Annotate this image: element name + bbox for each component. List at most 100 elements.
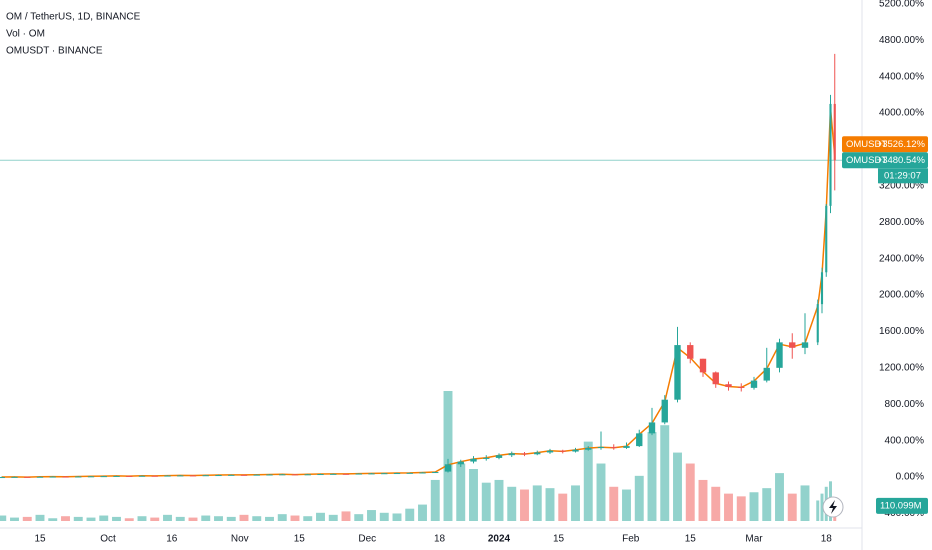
volume-bar xyxy=(749,492,759,521)
volume-bar xyxy=(137,516,147,521)
y-tick-label: 4400.00% xyxy=(879,71,924,82)
candle-body xyxy=(381,473,388,475)
volume-bar xyxy=(609,486,619,521)
volume-label-bg xyxy=(876,497,928,514)
candle-body xyxy=(829,103,832,206)
candle-body xyxy=(11,476,18,478)
y-tick-label: 2000.00% xyxy=(879,290,924,301)
volume-bar xyxy=(724,493,733,521)
y-tick-label: 4000.00% xyxy=(879,108,924,119)
volume-bar xyxy=(22,516,32,521)
x-tick-label: Dec xyxy=(358,534,376,545)
candle-body xyxy=(36,476,44,478)
last-label-bg xyxy=(842,152,928,169)
volume-bar xyxy=(73,516,83,521)
candle-body xyxy=(228,474,235,476)
volume-bar xyxy=(775,473,784,521)
volume-bar xyxy=(647,432,657,521)
candle-body xyxy=(177,475,184,477)
volume-bar xyxy=(736,496,746,521)
y-tick-label: 0.00% xyxy=(896,472,924,483)
x-tick-label: Oct xyxy=(100,534,116,545)
volume-bar xyxy=(816,500,820,521)
legend-compare: OMUSDT · BINANCE xyxy=(6,46,103,57)
flash-icon[interactable] xyxy=(822,496,844,518)
volume-bar xyxy=(443,391,453,521)
candle-body xyxy=(240,474,248,476)
last-label-name: OMUSDT xyxy=(846,155,887,166)
candle-body xyxy=(113,475,120,477)
candle-body xyxy=(546,450,554,453)
candle-body xyxy=(623,446,630,448)
volume-bar xyxy=(124,518,134,521)
candle-body xyxy=(24,476,31,478)
volume-bar xyxy=(571,485,580,521)
candle-body xyxy=(585,447,592,450)
x-tick-label: Nov xyxy=(231,534,249,545)
x-tick-label: 15 xyxy=(34,534,46,545)
candle-body xyxy=(164,475,171,477)
candle-body xyxy=(342,473,350,475)
candle-body xyxy=(215,475,222,477)
volume-bar xyxy=(469,469,478,521)
y-tick-label: 1200.00% xyxy=(879,362,924,373)
candle-body xyxy=(534,452,541,455)
candle-body xyxy=(559,450,566,452)
volume-bar xyxy=(481,482,491,521)
x-tick-label: 15 xyxy=(553,534,565,545)
y-tick-label: 800.00% xyxy=(885,399,925,410)
candle-body xyxy=(75,476,82,478)
x-tick-label: 15 xyxy=(685,534,697,545)
x-tick-label: Mar xyxy=(745,534,763,545)
volume-bar xyxy=(418,504,427,521)
volume-bar xyxy=(392,513,402,521)
volume-bar xyxy=(545,488,555,521)
volume-bar xyxy=(175,516,185,521)
compare-label-name: OMUSDT xyxy=(846,139,887,150)
volume-bar xyxy=(61,516,70,521)
candle-body xyxy=(597,447,605,449)
candle-body xyxy=(419,472,426,474)
candle-body xyxy=(304,474,311,476)
volume-bar xyxy=(188,517,198,521)
volume-bar xyxy=(214,516,223,521)
volume-bar xyxy=(201,515,211,521)
candle-body xyxy=(189,475,197,477)
volume-bar xyxy=(787,493,797,521)
y-tick-label: 2400.00% xyxy=(879,253,924,264)
candle-body xyxy=(138,475,146,477)
candle-body xyxy=(470,458,477,462)
x-tick-label: 18 xyxy=(821,534,833,545)
volume-bar xyxy=(35,514,45,521)
volume-bar xyxy=(494,479,504,521)
volume-bar xyxy=(762,488,772,521)
candle-body xyxy=(508,453,515,456)
candle-body xyxy=(457,461,464,465)
volume-bar xyxy=(660,425,670,521)
y-tick-label: 3200.00% xyxy=(879,180,924,191)
candle-body xyxy=(151,475,158,477)
candle-body xyxy=(750,380,758,388)
candle-body xyxy=(801,342,809,348)
volume-bar xyxy=(622,489,631,521)
legend-symbol: OM / TetherUS, 1D, BINANCE xyxy=(6,12,141,23)
countdown-bg xyxy=(878,168,928,184)
candle-body xyxy=(648,422,656,434)
volume-bar xyxy=(303,516,313,521)
candle-body xyxy=(0,477,5,479)
volume-bar xyxy=(163,514,172,521)
volume-bar xyxy=(532,485,542,521)
x-tick-label: 15 xyxy=(294,534,306,545)
candle-body xyxy=(495,455,503,458)
y-tick-label: 5200.00% xyxy=(879,0,924,9)
candle-body xyxy=(49,476,56,478)
candle-body xyxy=(661,399,668,423)
volume-bar xyxy=(456,463,466,521)
y-tick-label: 400.00% xyxy=(885,435,925,446)
y-tick-label: 4800.00% xyxy=(879,35,924,46)
candle-body xyxy=(789,342,796,348)
candle-body xyxy=(126,475,133,477)
volume-bar xyxy=(328,514,338,521)
candle-body xyxy=(776,342,783,368)
candle-body xyxy=(610,447,617,449)
